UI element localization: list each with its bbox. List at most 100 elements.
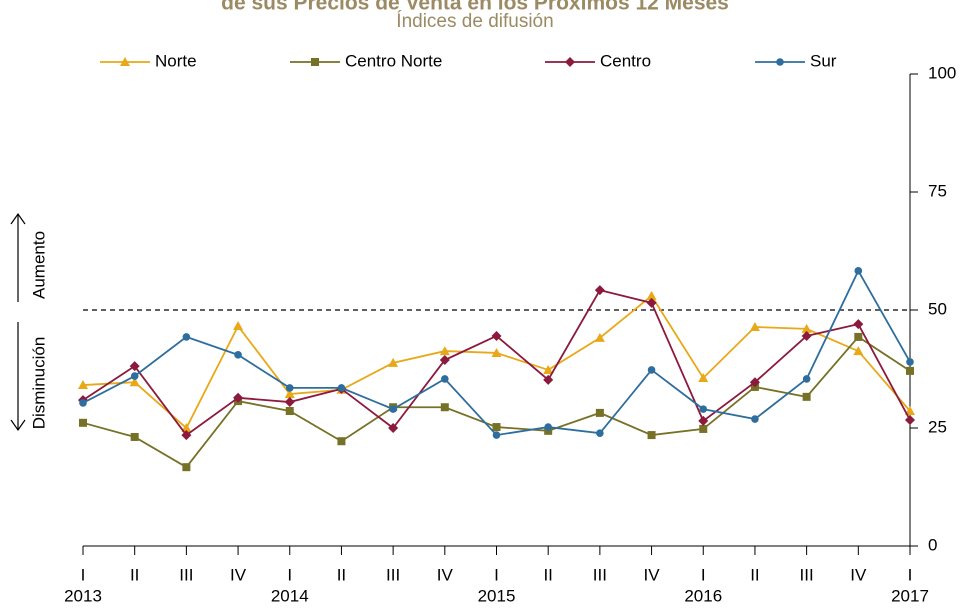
marker	[439, 355, 450, 366]
chart-title: de sus Precios de Venta en los Próximos …	[221, 0, 729, 15]
marker	[79, 418, 87, 427]
marker	[233, 321, 244, 331]
marker	[594, 332, 605, 342]
marker	[389, 405, 397, 413]
marker	[130, 432, 139, 441]
marker	[646, 290, 657, 300]
x-tick-label: IV	[230, 565, 247, 584]
marker	[491, 347, 502, 357]
legend-label: Centro	[600, 51, 651, 70]
marker	[78, 380, 88, 390]
marker	[543, 364, 554, 374]
marker	[337, 437, 346, 446]
series-line	[82, 294, 911, 430]
x-tick-label: I	[494, 565, 499, 584]
marker	[776, 58, 784, 66]
y-tick-label: 25	[928, 417, 947, 436]
marker	[182, 463, 191, 472]
marker	[595, 408, 604, 417]
marker	[646, 297, 657, 308]
marker	[492, 423, 501, 432]
marker	[441, 375, 449, 383]
marker	[647, 431, 656, 440]
marker	[311, 58, 319, 66]
marker	[285, 407, 294, 416]
annotation: Disminución	[29, 337, 48, 430]
marker	[337, 384, 346, 392]
marker	[698, 415, 709, 426]
x-tick-label: I	[701, 565, 706, 584]
marker	[284, 389, 295, 399]
marker	[544, 423, 552, 431]
x-tick-label: I	[908, 565, 913, 584]
y-tick-label: 0	[928, 535, 937, 554]
marker	[234, 351, 242, 359]
chart-subtitle: Índices de difusión	[396, 11, 553, 32]
x-tick-label: IV	[644, 565, 661, 584]
arrows	[10, 212, 26, 432]
x-tick-label: II	[750, 565, 759, 584]
x-tick-label: III	[179, 565, 193, 584]
y-tick-label: 100	[928, 63, 956, 82]
marker	[801, 323, 812, 333]
legend-label: Centro Norte	[345, 51, 442, 70]
marker	[699, 405, 708, 413]
marker	[440, 403, 449, 412]
marker	[181, 423, 192, 432]
marker	[120, 57, 130, 66]
marker	[596, 429, 604, 437]
marker	[284, 397, 295, 408]
marker	[182, 333, 191, 341]
marker	[751, 415, 759, 423]
marker	[905, 406, 915, 416]
x-tick-label: IV	[437, 565, 454, 584]
marker	[491, 330, 502, 341]
x-tick-label: III	[593, 565, 607, 584]
series-line	[82, 289, 911, 437]
y-tick-label: 75	[928, 181, 947, 200]
marker	[905, 414, 915, 425]
marker	[906, 366, 914, 375]
marker	[543, 374, 554, 385]
year-label: 2014	[271, 586, 309, 605]
legend-label: Sur	[810, 51, 837, 70]
marker	[699, 424, 708, 433]
marker	[492, 431, 501, 439]
x-tick-label: III	[386, 565, 400, 584]
marker	[594, 285, 605, 296]
marker	[439, 346, 450, 356]
marker	[388, 423, 399, 433]
annotation: Aumento	[29, 231, 48, 299]
marker	[129, 377, 140, 387]
marker	[130, 372, 139, 380]
marker	[565, 57, 575, 67]
marker	[181, 430, 192, 441]
marker	[285, 384, 294, 392]
marker	[853, 319, 864, 330]
x-tick-label: II	[130, 565, 139, 584]
marker	[129, 361, 140, 372]
marker	[698, 372, 709, 382]
marker	[853, 346, 864, 356]
marker	[854, 267, 863, 275]
year-label: 2017	[891, 586, 929, 605]
year-label: 2013	[64, 586, 102, 605]
marker	[79, 399, 87, 407]
marker	[802, 392, 811, 401]
marker	[749, 377, 760, 388]
x-tick-label: I	[287, 565, 292, 584]
marker	[802, 375, 811, 383]
y-tick-label: 50	[928, 299, 947, 318]
marker	[388, 357, 399, 367]
x-tick-label: III	[800, 565, 814, 584]
x-tick-label: IV	[850, 565, 867, 584]
x-tick-label: II	[543, 565, 552, 584]
legend-label: Norte	[155, 51, 197, 70]
x-tick-label: II	[337, 565, 346, 584]
marker	[233, 392, 244, 403]
marker	[749, 321, 760, 331]
year-label: 2016	[684, 586, 722, 605]
marker	[647, 366, 656, 374]
x-tick-label: I	[81, 565, 86, 584]
